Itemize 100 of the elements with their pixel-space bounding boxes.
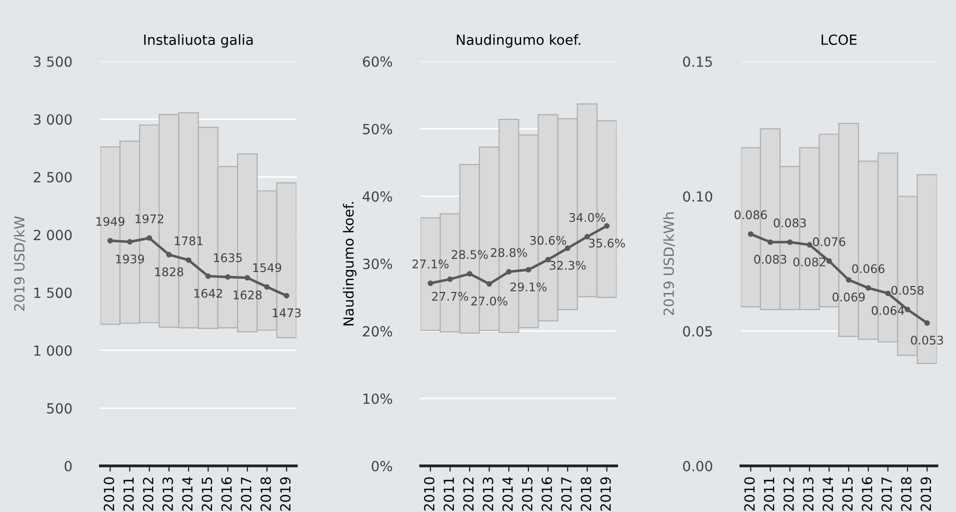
point bbox=[526, 266, 532, 273]
x-tick-label: 2016 bbox=[221, 477, 232, 511]
x-tick-label: 2012 bbox=[783, 478, 794, 511]
y-tick-label: 40% bbox=[362, 191, 392, 202]
y-tick-label: 30% bbox=[363, 258, 392, 270]
x-tick-label: 2010 bbox=[744, 477, 755, 511]
x-tick-label: 2019 bbox=[920, 477, 932, 511]
chart-title: LCOE bbox=[822, 34, 857, 45]
point bbox=[166, 252, 172, 258]
y-tick-label: 1 000 bbox=[34, 345, 72, 356]
data-label: 27.7% bbox=[432, 292, 468, 301]
data-label: 30.6% bbox=[530, 236, 566, 245]
point bbox=[146, 235, 152, 241]
x-tick-label: 2018 bbox=[580, 477, 592, 511]
chart-title: Naudingumo koef. bbox=[456, 34, 580, 48]
point bbox=[244, 275, 250, 281]
data-label: 1828 bbox=[155, 267, 184, 276]
point bbox=[447, 276, 453, 282]
data-label: 1642 bbox=[194, 288, 222, 298]
y-tick-label: 0.15 bbox=[683, 56, 712, 67]
data-label: 1473 bbox=[272, 308, 301, 318]
x-tick-label: 2013 bbox=[803, 477, 814, 511]
x-tick-label: 2015 bbox=[202, 478, 212, 511]
x-tick-label: 2012 bbox=[463, 478, 474, 511]
data-label: 1628 bbox=[234, 290, 262, 300]
data-label: 29.1% bbox=[510, 282, 547, 292]
x-tick-label: 2018 bbox=[901, 477, 912, 511]
data-label: 1972 bbox=[136, 214, 164, 224]
data-label: 0.083 bbox=[774, 218, 806, 228]
y-tick-label: 2 000 bbox=[34, 230, 72, 240]
x-tick-label: 2012 bbox=[142, 478, 154, 511]
data-label: 0.058 bbox=[891, 286, 924, 295]
data-label: 0.069 bbox=[832, 292, 865, 302]
point bbox=[107, 238, 113, 244]
x-tick-label: 2014 bbox=[822, 477, 834, 511]
x-tick-label: 2010 bbox=[424, 477, 434, 511]
point bbox=[545, 256, 551, 262]
point bbox=[885, 290, 891, 296]
data-label: 27.1% bbox=[412, 260, 449, 268]
y-tick-label: 20% bbox=[363, 326, 392, 337]
y-tick-label: 1 500 bbox=[34, 288, 72, 298]
y-tick-label: 0 bbox=[64, 460, 72, 472]
data-label: 0.076 bbox=[812, 237, 846, 246]
point bbox=[186, 257, 192, 263]
point bbox=[806, 242, 812, 248]
data-label: 35.6% bbox=[588, 238, 625, 248]
y-tick-label: 0.00 bbox=[683, 460, 712, 472]
point bbox=[564, 245, 570, 251]
point bbox=[264, 284, 270, 290]
x-tick-label: 2010 bbox=[104, 477, 114, 511]
x-tick-label: 2017 bbox=[561, 478, 572, 511]
data-label: 27.0% bbox=[471, 296, 508, 306]
point bbox=[787, 239, 793, 245]
data-label: 1949 bbox=[96, 216, 124, 226]
x-tick-label: 2011 bbox=[444, 478, 454, 511]
point bbox=[428, 280, 434, 286]
x-tick-label: 2014 bbox=[502, 477, 513, 511]
y-tick-label: 0.05 bbox=[683, 326, 712, 337]
y-tick-label: 50% bbox=[363, 124, 392, 134]
y-tick-label: 3 500 bbox=[34, 56, 72, 67]
data-label: 28.5% bbox=[452, 250, 488, 260]
x-tick-label: 2015 bbox=[522, 478, 532, 511]
point bbox=[846, 277, 852, 283]
y-axis-title: 2019 USD/kWh bbox=[663, 212, 676, 316]
y-tick-label: 3 000 bbox=[34, 114, 72, 125]
y-tick-label: 500 bbox=[47, 403, 72, 414]
y-tick-label: 0% bbox=[372, 460, 392, 472]
x-tick-label: 2016 bbox=[542, 477, 552, 511]
y-axis-title: 2019 USD/kW bbox=[14, 216, 26, 311]
data-label: 0.064 bbox=[872, 306, 904, 315]
point bbox=[205, 273, 211, 279]
x-tick-label: 2019 bbox=[600, 477, 611, 511]
data-label: 28.8% bbox=[490, 248, 527, 257]
point bbox=[604, 223, 610, 229]
data-label: 0.083 bbox=[754, 254, 786, 264]
point bbox=[826, 258, 832, 264]
point bbox=[506, 268, 512, 275]
x-tick-label: 2013 bbox=[482, 477, 494, 511]
y-tick-label: 0.10 bbox=[683, 191, 712, 202]
data-label: 1781 bbox=[174, 236, 203, 246]
data-label: 32.3% bbox=[550, 260, 586, 270]
point bbox=[904, 306, 910, 312]
x-tick-label: 2011 bbox=[764, 478, 774, 511]
data-label: 0.086 bbox=[734, 210, 767, 220]
x-tick-label: 2011 bbox=[123, 478, 134, 511]
data-label: 0.082 bbox=[793, 258, 826, 266]
point bbox=[748, 231, 754, 237]
data-label: 1939 bbox=[116, 254, 144, 264]
x-tick-label: 2017 bbox=[881, 478, 892, 511]
x-tick-label: 2014 bbox=[182, 477, 193, 511]
x-tick-label: 2016 bbox=[862, 477, 872, 511]
point bbox=[127, 239, 133, 245]
data-label: 0.053 bbox=[910, 336, 944, 345]
y-tick-label: 60% bbox=[362, 56, 392, 67]
y-axis-title: Naudingumo koef. bbox=[342, 202, 356, 326]
x-tick-label: 2017 bbox=[240, 478, 252, 511]
x-tick-label: 2019 bbox=[280, 477, 291, 511]
point bbox=[768, 239, 774, 245]
point bbox=[924, 320, 930, 326]
y-tick-label: 10% bbox=[364, 393, 392, 404]
